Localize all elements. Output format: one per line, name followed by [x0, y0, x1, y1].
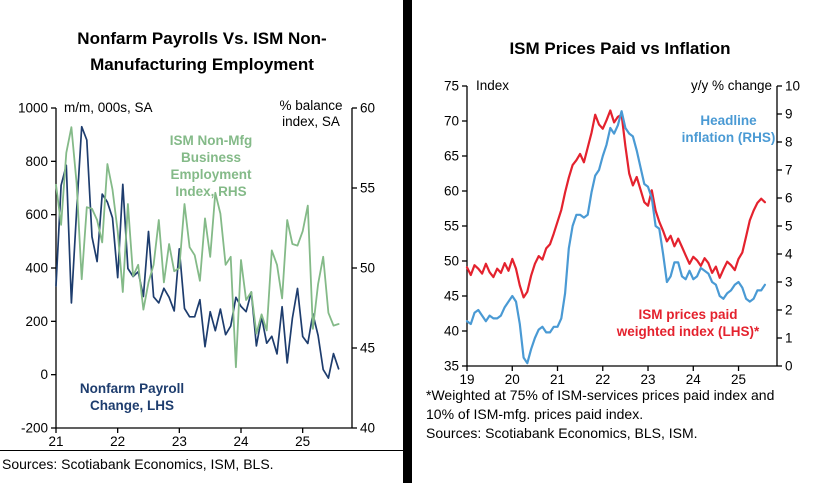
panel-divider — [403, 0, 412, 483]
svg-text:600: 600 — [25, 207, 48, 222]
svg-text:22: 22 — [110, 434, 125, 449]
svg-text:23: 23 — [172, 434, 187, 449]
panel-payrolls: Nonfarm Payrolls Vs. ISM Non-Manufacturi… — [0, 0, 403, 483]
left-chart-title: Nonfarm Payrolls Vs. ISM Non-Manufacturi… — [77, 29, 327, 74]
svg-text:35: 35 — [444, 359, 459, 374]
svg-text:24: 24 — [233, 434, 249, 449]
svg-text:21: 21 — [550, 372, 565, 387]
svg-text:40: 40 — [360, 421, 375, 436]
weighting-footnote-text: *Weighted at 75% of ISM-services prices … — [426, 387, 775, 422]
svg-text:5: 5 — [785, 219, 793, 234]
svg-text:65: 65 — [444, 149, 459, 164]
svg-text:9: 9 — [785, 107, 793, 122]
svg-text:400: 400 — [25, 261, 48, 276]
svg-text:1000: 1000 — [18, 101, 48, 116]
svg-text:70: 70 — [444, 114, 459, 129]
svg-text:2: 2 — [785, 303, 793, 318]
svg-text:24: 24 — [686, 372, 702, 387]
panel-prices-inflation: ISM Prices Paid vs Inflation 35 40 45 50 55 6… — [412, 0, 828, 483]
svg-text:0: 0 — [785, 359, 793, 374]
svg-text:50: 50 — [360, 261, 375, 276]
svg-text:20: 20 — [505, 372, 520, 387]
svg-text:55: 55 — [360, 181, 375, 196]
svg-text:25: 25 — [731, 372, 746, 387]
headline-inflation-series-label: Headline inflation (RHS) — [681, 113, 776, 145]
svg-text:55: 55 — [444, 219, 459, 234]
svg-text:800: 800 — [25, 154, 48, 169]
svg-text:23: 23 — [641, 372, 656, 387]
yy-change-axis-label: y/y % change — [690, 78, 772, 93]
svg-text:60: 60 — [444, 184, 459, 199]
svg-text:4: 4 — [785, 247, 793, 262]
svg-text:60: 60 — [360, 101, 375, 116]
svg-text:21: 21 — [48, 434, 63, 449]
ism-employment-series-label: ISM Non-Mfg Business Employment Index, R… — [169, 133, 253, 199]
svg-text:19: 19 — [459, 372, 474, 387]
svg-text:10: 10 — [785, 79, 800, 94]
left-axis-units-label: m/m, 000s, SA — [64, 100, 153, 115]
right-sources-text: Sources: Scotiabank Economics, BLS, ISM. — [426, 425, 698, 441]
svg-text:3: 3 — [785, 275, 793, 290]
svg-text:7: 7 — [785, 163, 793, 178]
svg-text:75: 75 — [444, 79, 459, 94]
svg-text:8: 8 — [785, 135, 793, 150]
svg-text:45: 45 — [444, 289, 459, 304]
svg-text:-200: -200 — [21, 421, 48, 436]
svg-text:1: 1 — [785, 331, 793, 346]
svg-text:0: 0 — [40, 367, 48, 382]
payrolls-ism-line-chart: -200 0 200 400 600 800 1000 40 45 50 55 60 21 22 23 24 2… — [18, 101, 375, 450]
right-footnote-block: *Weighted at 75% of ISM-services prices … — [426, 386, 778, 443]
nonfarm-payroll-series-label: Nonfarm Payroll Change, LHS — [79, 381, 185, 413]
right-chart-title: ISM Prices Paid vs Inflation — [509, 39, 731, 58]
svg-text:6: 6 — [785, 191, 793, 206]
svg-text:25: 25 — [295, 434, 310, 449]
svg-text:45: 45 — [360, 341, 375, 356]
svg-text:40: 40 — [444, 324, 459, 339]
left-sources-text: Sources: Scotiabank Economics, ISM, BLS. — [0, 450, 403, 472]
svg-text:50: 50 — [444, 254, 459, 269]
svg-text:22: 22 — [595, 372, 610, 387]
ism-prices-series-label: ISM prices paid weighted index (LHS)* — [616, 307, 760, 339]
right-axis-units-label: % balance index, SA — [279, 98, 343, 129]
index-axis-label: Index — [476, 78, 510, 93]
svg-text:200: 200 — [25, 314, 48, 329]
